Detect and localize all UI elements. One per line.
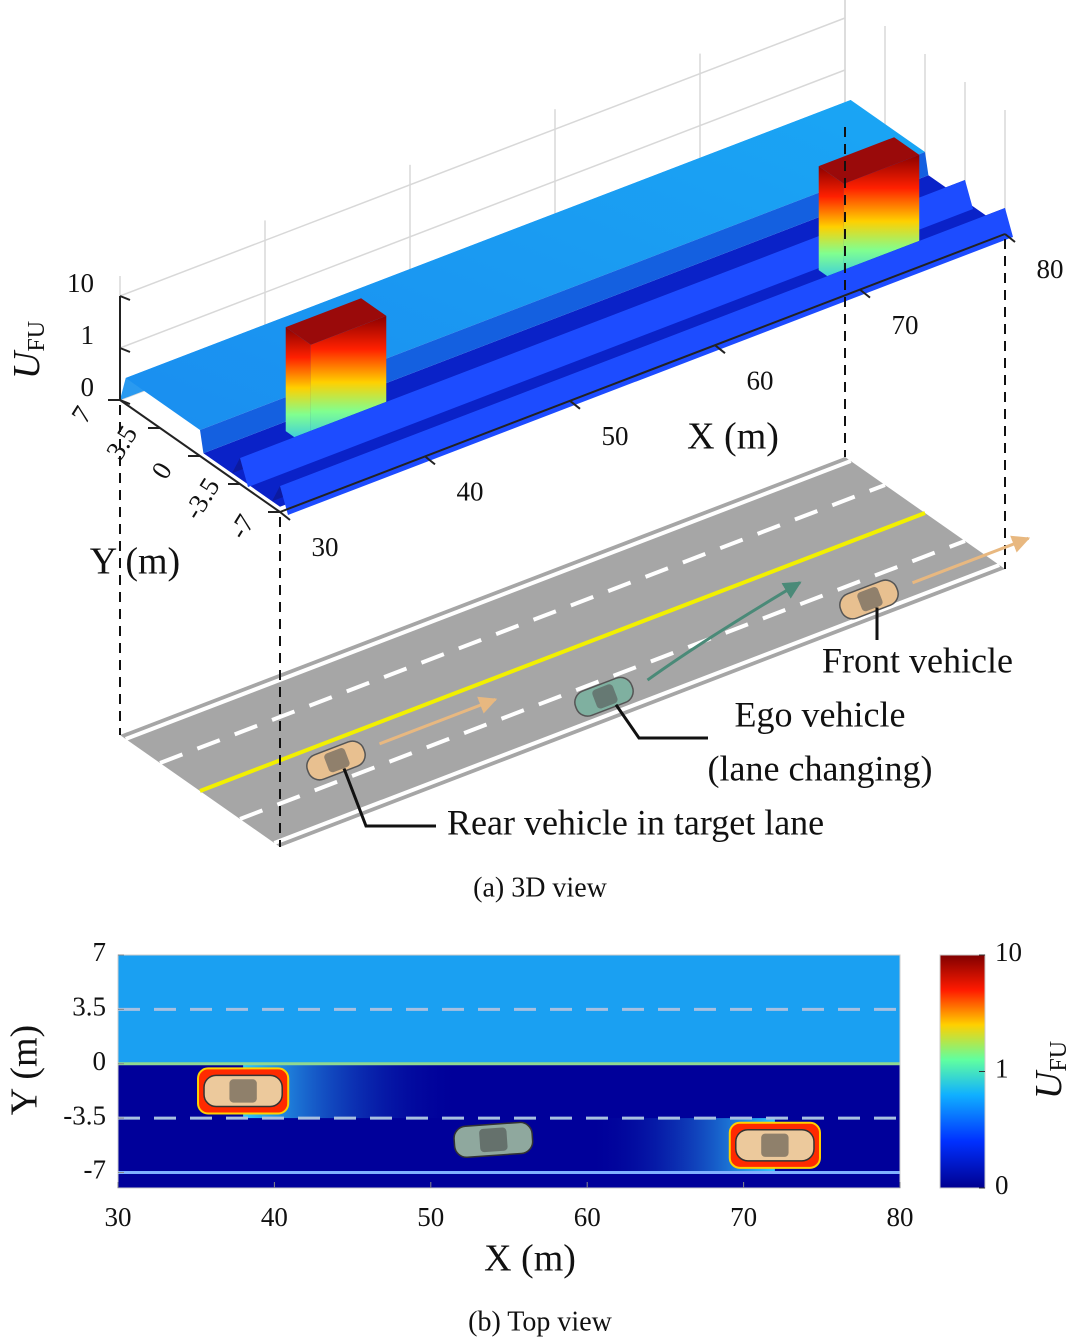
z-axis-label: UFU (6, 321, 50, 379)
y-tick-label: -7 (84, 1155, 107, 1185)
z-tick (119, 347, 131, 353)
x-tick-label: 70 (730, 1202, 757, 1232)
x-tick-label: 50 (602, 421, 629, 451)
colorbar-tick-label: 0 (995, 1170, 1009, 1200)
potential-block-top (285, 298, 387, 345)
vehicle (197, 1067, 290, 1115)
annotation: Front vehicle (822, 640, 1013, 680)
leader-line (342, 767, 436, 828)
grid-line (119, 17, 846, 297)
x-tick (569, 400, 581, 410)
z-axis-label-main: U (6, 349, 48, 379)
x-tick-label: 40 (261, 1202, 288, 1232)
vehicle (728, 1121, 821, 1169)
z-tick-label: 1 (81, 320, 95, 350)
vehicle-window (324, 748, 350, 773)
x-tick-label: 30 (105, 1202, 132, 1232)
surface-ridge (240, 180, 973, 487)
y-tick-label: 7 (65, 401, 98, 428)
x-tick-label: 50 (417, 1202, 444, 1232)
colorbar-label-main: U (1028, 1069, 1070, 1099)
colorbar-label: UFU (1028, 1041, 1072, 1099)
colorbar-tick-label: 1 (995, 1054, 1009, 1084)
y-axis-label: Y (m) (4, 1025, 46, 1115)
lane-change-arrow (646, 581, 802, 682)
panel-top: 30 40 50 60 70 80 7 3.5 0 -3.5 -7 X (m) Y (m) 0 1 10 UFU… (4, 937, 1072, 1337)
y-tick-label: 3.5 (72, 992, 106, 1022)
road-edge (124, 459, 852, 741)
x-tick-label: 70 (892, 310, 919, 340)
y-tick-label: 7 (93, 937, 107, 967)
x-axis (279, 233, 1006, 513)
vehicle-window (229, 1079, 257, 1103)
x-axis-label: X (m) (687, 416, 779, 458)
x-tick-label: 30 (312, 532, 339, 562)
vehicle (574, 676, 634, 717)
x-tick (279, 511, 291, 521)
vehicle (839, 579, 899, 620)
vehicle-window (479, 1127, 508, 1153)
x-tick-label: 80 (887, 1202, 914, 1232)
x-axis-label: X (m) (484, 1238, 576, 1280)
potential-block-top (818, 137, 920, 184)
lane-dash (159, 483, 886, 765)
vehicle (306, 740, 366, 781)
lane-dash (239, 539, 966, 821)
x-tick (859, 288, 871, 299)
y-tick-label: 0 (145, 457, 178, 484)
vehicle-window (592, 684, 618, 709)
z-tick-label: 10 (67, 268, 94, 298)
z-tick (119, 295, 131, 301)
y-tick-label: -3.5 (178, 472, 226, 524)
y-axis-label: Y (m) (90, 541, 180, 583)
z-tick (119, 399, 131, 405)
z-tick-label: 0 (81, 372, 95, 402)
annotation: Rear vehicle in target lane (447, 802, 824, 842)
x-tick (714, 344, 726, 354)
potential-block-side (285, 327, 311, 449)
colorbar-label-sub: FU (1046, 1041, 1072, 1072)
y-tick-label: -7 (223, 509, 260, 544)
colorbar (939, 954, 986, 1189)
motion-arrow (378, 696, 498, 746)
motion-arrow (911, 535, 1031, 585)
plot-frame (117, 954, 901, 1189)
x-tick-label: 60 (574, 1202, 601, 1232)
vehicle (453, 1121, 534, 1159)
caption: (b) Top view (468, 1306, 612, 1337)
x-tick-label: 80 (1037, 254, 1064, 284)
vehicle-window (857, 587, 883, 612)
z-axis-label-sub: FU (24, 321, 50, 352)
center-line (199, 511, 926, 793)
x-tick (1004, 233, 1016, 243)
x-tick (424, 455, 436, 466)
y-tick-label: 0 (93, 1046, 107, 1076)
leader-line (614, 703, 708, 740)
x-tick-label: 60 (747, 365, 774, 395)
vehicle-window (761, 1133, 789, 1157)
surface-ridge (280, 208, 1013, 515)
annotation: Ego vehicle (735, 694, 906, 734)
annotation: (lane changing) (708, 748, 933, 788)
caption: (a) 3D view (473, 872, 608, 903)
grid-line (119, 69, 846, 349)
y-tick-label: -3.5 (63, 1100, 106, 1130)
y-tick-label: 3.5 (100, 420, 143, 465)
potential-block-side (818, 166, 844, 288)
x-tick-label: 40 (457, 477, 484, 507)
colorbar-tick-label: 10 (995, 937, 1022, 967)
